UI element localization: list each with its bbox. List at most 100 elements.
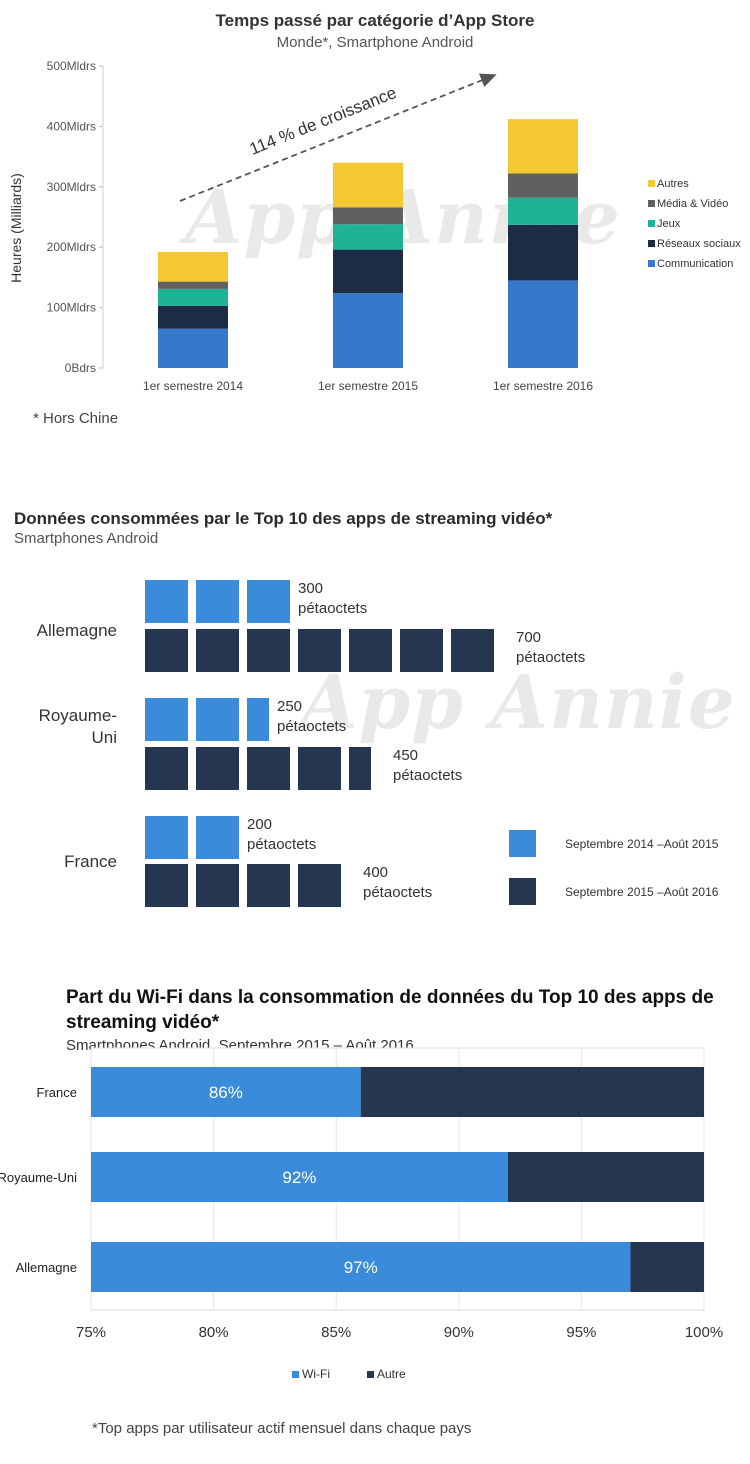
- chart2-block: [400, 629, 443, 672]
- chart1-bar-segment: [158, 305, 228, 329]
- chart3-legend-label: Autre: [377, 1367, 406, 1381]
- watermark-2: App Annie: [300, 660, 736, 746]
- chart2-block: [145, 864, 188, 907]
- chart3-x-tick-label: 90%: [444, 1324, 474, 1341]
- chart3-bar-segment: [630, 1242, 704, 1292]
- chart3-x-tick-label: 85%: [321, 1324, 351, 1341]
- chart1-bar-segment: [508, 224, 578, 281]
- chart1-legend-swatch: [648, 180, 655, 187]
- chart1-bar-segment: [158, 328, 228, 368]
- chart1-bar-segment: [158, 288, 228, 306]
- chart1-subtitle: Monde*, Smartphone Android: [276, 34, 474, 51]
- chart1-legend-label: Réseaux sociaux: [657, 238, 741, 250]
- chart3-bar-segment: [91, 1152, 508, 1202]
- chart2-subtitle: Smartphones Android: [14, 530, 159, 547]
- chart2-country-label: Royaume- Uni: [38, 706, 117, 747]
- chart2-block: [145, 698, 188, 741]
- chart3-bar-label: 97%: [344, 1258, 378, 1277]
- chart1-bar-segment: [158, 252, 228, 282]
- chart2-legend-swatch: [509, 878, 536, 905]
- chart3-category-label: Royaume-Uni: [0, 1170, 77, 1185]
- chart3-legend-swatch: [292, 1371, 299, 1378]
- chart1-title: Temps passé par catégorie d’App Store: [215, 11, 535, 30]
- chart2-value-label: 250 pétaoctets: [277, 698, 347, 735]
- chart1-bar-segment: [508, 119, 578, 174]
- chart2-block: [145, 580, 188, 623]
- chart3-footnote: *Top apps par utilisateur actif mensuel …: [92, 1420, 472, 1437]
- chart3-title-line2: streaming vidéo*: [66, 1012, 220, 1033]
- chart2-country-label: Allemagne: [36, 621, 117, 640]
- chart3-bar-label: 92%: [282, 1168, 316, 1187]
- chart2-block: [196, 629, 239, 672]
- chart3-category-label: Allemagne: [16, 1260, 77, 1275]
- chart3-bar-segment: [360, 1067, 704, 1117]
- chart1-bar-segment: [333, 224, 403, 250]
- chart1-legend-swatch: [648, 260, 655, 267]
- chart2-block-partial: [349, 747, 371, 790]
- chart3-x-tick-label: 75%: [76, 1324, 106, 1341]
- chart3-legend-swatch: [367, 1371, 374, 1378]
- chart3-x-tick-label: 100%: [685, 1324, 723, 1341]
- chart2-legend-swatch: [509, 830, 536, 857]
- chart1-legend-label: Jeux: [657, 218, 681, 230]
- chart2-block: [298, 747, 341, 790]
- chart1-x-tick-label: 1er semestre 2016: [493, 379, 593, 393]
- chart1-legend-label: Autres: [657, 178, 689, 190]
- chart2-block: [196, 747, 239, 790]
- chart1-legend-label: Communication: [657, 258, 733, 270]
- chart2-title: Données consommées par le Top 10 des app…: [14, 509, 553, 528]
- chart1-bar-segment: [333, 162, 403, 208]
- chart1-y-tick-label: 500Mldrs: [47, 59, 96, 73]
- chart2-block: [196, 698, 239, 741]
- chart1-y-tick-label: 200Mldrs: [47, 240, 96, 254]
- chart1-footnote: * Hors Chine: [33, 410, 119, 427]
- chart2-value-label: 200 pétaoctets: [247, 816, 317, 853]
- chart1-x-tick-label: 1er semestre 2014: [143, 379, 243, 393]
- chart2-value-label: 450 pétaoctets: [393, 747, 463, 784]
- chart1-x-tick-label: 1er semestre 2015: [318, 379, 418, 393]
- chart1-y-tick-label: 0Bdrs: [65, 361, 96, 375]
- chart2-block: [349, 629, 392, 672]
- chart3-legend-label: Wi-Fi: [302, 1367, 330, 1381]
- chart1-bar-segment: [508, 173, 578, 198]
- chart2-value-label: 700 pétaoctets: [516, 629, 586, 666]
- chart2-body: Allemagne 300 pétaoctets 700 pétaoctets Royau…: [36, 580, 719, 907]
- chart1-bar-segment: [508, 280, 578, 368]
- chart1-legend-swatch: [648, 220, 655, 227]
- chart1-bar-segment: [333, 293, 403, 368]
- chart2-block: [196, 580, 239, 623]
- chart1-bar-segment: [333, 207, 403, 225]
- chart1-legend-label: Média & Vidéo: [657, 198, 728, 210]
- chart2-block-partial: [247, 698, 269, 741]
- chart1-bar-segment: [508, 197, 578, 225]
- chart2-block: [247, 864, 290, 907]
- chart2-block: [196, 864, 239, 907]
- chart3-x-tick-label: 95%: [566, 1324, 596, 1341]
- chart2-legend-label: Septembre 2015 –Août 2016: [565, 885, 719, 899]
- chart1-svg: 0Bdrs 100Mldrs 200Mldrs 300Mldrs 400Mldrs 500…: [8, 59, 741, 393]
- chart3-bar-segment: [507, 1152, 704, 1202]
- chart3-svg: 75% 80% 85% 90% 95% 100% 86% France 92% Royaume-U…: [0, 1047, 723, 1381]
- chart2-block: [145, 816, 188, 859]
- chart2-block: [145, 629, 188, 672]
- chart1-y-tick-label: 400Mldrs: [47, 119, 96, 133]
- chart1-y-tick-label: 100Mldrs: [47, 301, 96, 315]
- chart3-bar-segment: [91, 1067, 361, 1117]
- chart2-block: [247, 747, 290, 790]
- chart2-block: [298, 864, 341, 907]
- chart3-bar-segment: [91, 1242, 631, 1292]
- chart3-bar-label: 86%: [209, 1083, 243, 1102]
- chart1-bar-segment: [158, 281, 228, 289]
- chart2-block: [247, 580, 290, 623]
- chart2-block: [298, 629, 341, 672]
- chart1-y-label: Heures (Milliards): [8, 173, 24, 283]
- chart2-block: [145, 747, 188, 790]
- chart2-block: [247, 629, 290, 672]
- chart1-legend-swatch: [648, 240, 655, 247]
- chart1-y-tick-label: 300Mldrs: [47, 180, 96, 194]
- chart3-title-line1: Part du Wi-Fi dans la consommation de do…: [66, 987, 714, 1008]
- chart1-legend-swatch: [648, 200, 655, 207]
- chart2-value-label: 300 pétaoctets: [298, 580, 368, 617]
- chart3-x-tick-label: 80%: [199, 1324, 229, 1341]
- chart2-block: [196, 816, 239, 859]
